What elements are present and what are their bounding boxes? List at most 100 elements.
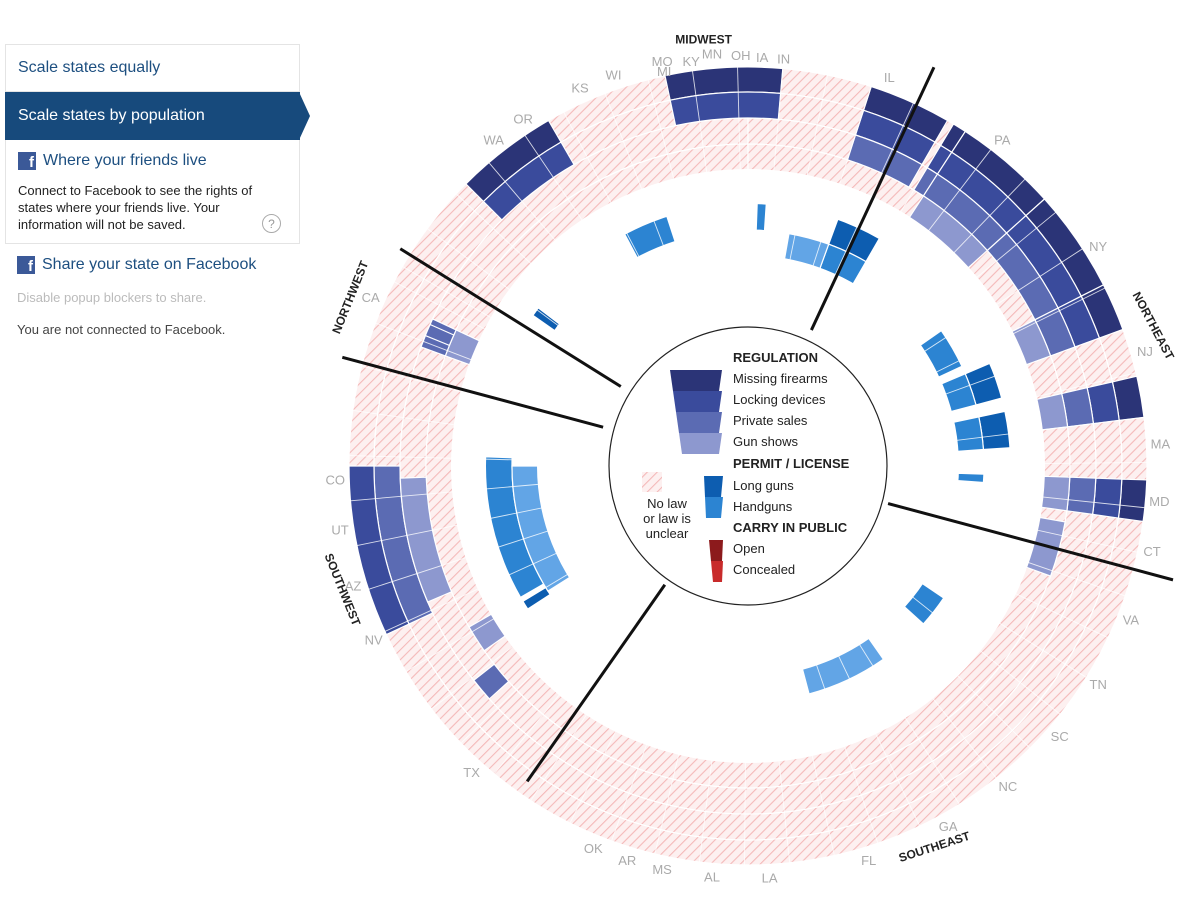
state-divider bbox=[881, 329, 1124, 418]
state-label-ia: IA bbox=[756, 50, 769, 65]
state-label-ks: KS bbox=[571, 81, 589, 96]
share-label[interactable]: Share your state on Facebook bbox=[42, 256, 257, 273]
state-divider bbox=[737, 67, 745, 325]
legend-label-gun_shows: Gun shows bbox=[733, 434, 799, 449]
legend-swatch-private_sales bbox=[676, 412, 722, 433]
state-divider bbox=[654, 603, 716, 855]
state-label-pa: PA bbox=[994, 133, 1011, 148]
ring-gap bbox=[484, 202, 1012, 730]
state-label-fl: FL bbox=[861, 853, 876, 868]
region-label-southeast: SOUTHEAST bbox=[897, 829, 972, 865]
state-label-az: AZ bbox=[345, 579, 362, 594]
share-link[interactable]: f Share your state on Facebook bbox=[5, 256, 300, 274]
state-label-ky: KY bbox=[683, 54, 701, 69]
state-divider bbox=[488, 162, 657, 359]
state-label-ca: CA bbox=[362, 290, 380, 305]
state-label-ct: CT bbox=[1143, 544, 1160, 559]
state-divider bbox=[493, 575, 659, 775]
state-label-ma: MA bbox=[1151, 436, 1171, 451]
legend-permit-title: PERMIT / LICENSE bbox=[733, 456, 850, 471]
state-divider bbox=[886, 496, 1138, 553]
legend-swatch-locking_devices bbox=[673, 391, 722, 412]
legend-label-open: Open bbox=[733, 541, 765, 556]
state-label-ut: UT bbox=[331, 523, 348, 538]
segment-private_sales-45 bbox=[472, 663, 510, 700]
state-divider bbox=[375, 322, 616, 416]
state-divider bbox=[692, 70, 729, 326]
ring-gap bbox=[537, 255, 959, 677]
legend-swatch-open bbox=[709, 540, 723, 561]
state-divider bbox=[846, 178, 1026, 365]
legend-label-private_sales: Private sales bbox=[733, 413, 808, 428]
state-label-sc: SC bbox=[1051, 729, 1069, 744]
state-label-md: MD bbox=[1149, 494, 1169, 509]
state-divider bbox=[866, 248, 1083, 390]
segment-locking_devices-26 bbox=[1091, 477, 1123, 519]
legend-nolaw-line: unclear bbox=[646, 526, 689, 541]
state-divider bbox=[808, 593, 921, 827]
state-divider bbox=[402, 266, 626, 396]
state-label-or: OR bbox=[513, 112, 533, 127]
region-separator bbox=[341, 355, 604, 429]
state-divider bbox=[426, 228, 635, 382]
legend-label-missing_firearms: Missing firearms bbox=[733, 371, 828, 386]
ring-gap bbox=[605, 323, 891, 609]
help-icon[interactable]: ? bbox=[262, 214, 281, 233]
friends-panel: f Where your friends live Connect to Fac… bbox=[5, 140, 300, 244]
facebook-icon: f bbox=[18, 152, 36, 170]
state-label-tn: TN bbox=[1090, 677, 1107, 692]
state-divider bbox=[875, 526, 1109, 639]
state-label-la: LA bbox=[762, 870, 778, 885]
legend-regulation-title: REGULATION bbox=[733, 350, 818, 365]
state-divider bbox=[405, 538, 627, 672]
state-divider bbox=[888, 416, 1145, 450]
segment-locking_devices-42 bbox=[348, 465, 410, 636]
friends-link[interactable]: f Where your friends live bbox=[18, 152, 287, 170]
friends-label[interactable]: Where your friends live bbox=[43, 152, 207, 169]
state-divider bbox=[778, 604, 835, 856]
segment-handguns-33 bbox=[755, 202, 767, 232]
state-divider bbox=[822, 586, 960, 805]
state-label-tx: TX bbox=[463, 765, 480, 780]
state-label-va: VA bbox=[1123, 613, 1140, 628]
connection-status: You are not connected to Facebook. bbox=[17, 322, 226, 337]
scale-equally-option[interactable]: Scale states equally bbox=[5, 44, 300, 92]
state-label-nv: NV bbox=[365, 633, 383, 648]
state-divider bbox=[563, 111, 683, 341]
state-divider bbox=[361, 365, 611, 431]
state-divider bbox=[889, 462, 1147, 466]
segment-missing_firearms-25 bbox=[1117, 478, 1148, 523]
state-divider bbox=[806, 102, 914, 337]
segment-handguns-39 bbox=[956, 472, 985, 484]
legend-label-locking_devices: Locking devices bbox=[733, 392, 826, 407]
state-divider bbox=[384, 524, 619, 632]
state-divider bbox=[368, 509, 614, 590]
state-label-wa: WA bbox=[483, 133, 504, 148]
legend-nolaw-line: No law bbox=[647, 496, 687, 511]
legend-swatch-gun_shows bbox=[679, 433, 722, 454]
radial-chart: IN IL PA NY NJ MA MD CT VA TN SC NC GA FL LA AL MS AR OK TX… bbox=[322, 32, 1178, 885]
state-divider bbox=[604, 93, 698, 334]
segment-private_sales-6 bbox=[846, 134, 923, 188]
state-divider bbox=[775, 74, 828, 327]
segment-private_sales-54 bbox=[424, 323, 455, 347]
state-label-wi: WI bbox=[606, 68, 622, 83]
state-label-co: CO bbox=[326, 472, 346, 487]
state-label-ga: GA bbox=[939, 819, 958, 834]
state-divider bbox=[820, 123, 954, 345]
state-label-mn: MN bbox=[702, 47, 722, 62]
state-divider bbox=[762, 607, 791, 863]
state-divider bbox=[349, 455, 607, 463]
state-divider bbox=[744, 607, 748, 865]
state-divider bbox=[874, 287, 1106, 404]
scale-by-population-option[interactable]: Scale states by population bbox=[5, 92, 310, 140]
legend-swatch-missing_firearms bbox=[670, 370, 722, 391]
ring-gap bbox=[451, 169, 1045, 763]
state-divider bbox=[530, 584, 672, 801]
state-divider bbox=[356, 493, 609, 546]
state-divider bbox=[698, 606, 732, 863]
share-note: Disable popup blockers to share. bbox=[17, 290, 207, 305]
state-label-ok: OK bbox=[584, 841, 603, 856]
legend-swatch-nolaw bbox=[642, 472, 662, 492]
state-divider bbox=[882, 511, 1126, 597]
